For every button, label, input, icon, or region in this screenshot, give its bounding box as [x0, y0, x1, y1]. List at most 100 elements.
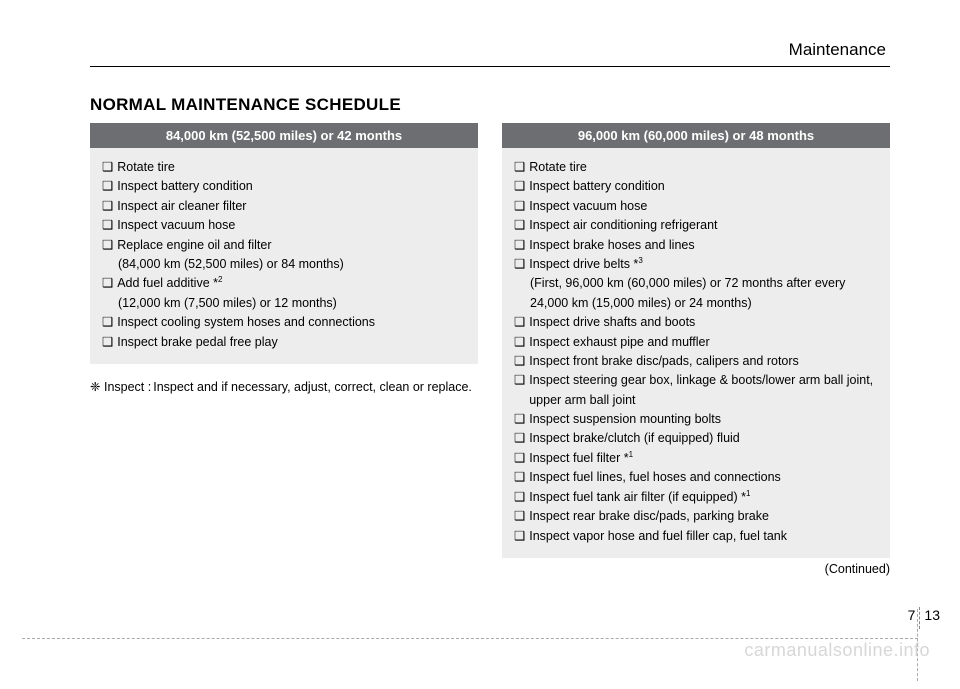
list-item: ❑Inspect front brake disc/pads, calipers… [514, 352, 878, 371]
list-item: ❑Inspect brake pedal free play [102, 333, 466, 352]
note-label: ❈ Inspect : [90, 378, 151, 397]
list-item: ❑Inspect rear brake disc/pads, parking b… [514, 507, 878, 526]
bullet-icon: ❑ [102, 313, 113, 332]
note-desc: Inspect and if necessary, adjust, correc… [151, 378, 478, 397]
chapter-number: 7 [908, 607, 916, 623]
bullet-icon: ❑ [514, 236, 525, 255]
list-item: ❑Inspect brake hoses and lines [514, 236, 878, 255]
list-item-text: Inspect fuel tank air filter (if equippe… [529, 488, 878, 508]
list-item-text: Inspect suspension mounting bolts [529, 410, 878, 429]
page-number: 13 [924, 607, 940, 623]
list-item-text: Rotate tire [117, 158, 466, 177]
list-item-text: Add fuel additive *2 [117, 274, 466, 294]
list-item-text: Inspect front brake disc/pads, calipers … [529, 352, 878, 371]
list-item-sub: (12,000 km (7,500 miles) or 12 months) [102, 294, 466, 313]
bullet-icon: ❑ [514, 371, 525, 410]
inspect-note: ❈ Inspect : Inspect and if necessary, ad… [90, 378, 478, 397]
list-item-text: Inspect battery condition [117, 177, 466, 196]
bullet-icon: ❑ [514, 352, 525, 371]
bullet-icon: ❑ [102, 216, 113, 235]
page-content: Maintenance NORMAL MAINTENANCE SCHEDULE … [0, 0, 960, 576]
list-item-text: Inspect air conditioning refrigerant [529, 216, 878, 235]
footnote-ref: 1 [746, 489, 750, 498]
list-item-text: Inspect air cleaner filter [117, 197, 466, 216]
bullet-icon: ❑ [514, 177, 525, 196]
section-header: Maintenance [90, 40, 890, 60]
left-box-body: ❑Rotate tire❑Inspect battery condition❑I… [90, 148, 478, 364]
bullet-icon: ❑ [102, 177, 113, 196]
list-item-text: Inspect cooling system hoses and connect… [117, 313, 466, 332]
list-item: ❑Rotate tire [514, 158, 878, 177]
bullet-icon: ❑ [514, 410, 525, 429]
list-item: ❑Inspect vapor hose and fuel filler cap,… [514, 527, 878, 546]
list-item-text: Inspect drive belts *3 [529, 255, 878, 275]
page-footer: 7 13 [908, 607, 940, 629]
list-item: ❑Inspect fuel tank air filter (if equipp… [514, 488, 878, 508]
list-item-text: Inspect battery condition [529, 177, 878, 196]
list-item: ❑Inspect suspension mounting bolts [514, 410, 878, 429]
list-item-text: Inspect drive shafts and boots [529, 313, 878, 332]
crop-mark-bottom [22, 638, 918, 639]
left-column: 84,000 km (52,500 miles) or 42 months ❑R… [90, 123, 478, 576]
list-item: ❑Inspect air cleaner filter [102, 197, 466, 216]
columns: 84,000 km (52,500 miles) or 42 months ❑R… [90, 123, 890, 576]
list-item: ❑Inspect brake/clutch (if equipped) flui… [514, 429, 878, 448]
list-item: ❑Inspect battery condition [102, 177, 466, 196]
list-item-text: Replace engine oil and filter [117, 236, 466, 255]
list-item: ❑Replace engine oil and filter [102, 236, 466, 255]
list-item: ❑Inspect exhaust pipe and muffler [514, 333, 878, 352]
list-item-text: Inspect exhaust pipe and muffler [529, 333, 878, 352]
left-box-header: 84,000 km (52,500 miles) or 42 months [90, 123, 478, 148]
page-title: NORMAL MAINTENANCE SCHEDULE [90, 95, 890, 115]
continued-label: (Continued) [502, 562, 890, 576]
bullet-icon: ❑ [102, 236, 113, 255]
bullet-icon: ❑ [514, 429, 525, 448]
bullet-icon: ❑ [102, 274, 113, 294]
bullet-icon: ❑ [514, 313, 525, 332]
list-item: ❑Inspect cooling system hoses and connec… [102, 313, 466, 332]
list-item: ❑Inspect fuel lines, fuel hoses and conn… [514, 468, 878, 487]
bullet-icon: ❑ [102, 197, 113, 216]
list-item-text: Inspect vacuum hose [117, 216, 466, 235]
list-item-sub: (84,000 km (52,500 miles) or 84 months) [102, 255, 466, 274]
list-item-text: Inspect fuel filter *1 [529, 449, 878, 469]
bullet-icon: ❑ [514, 255, 525, 275]
list-item-text: Inspect brake hoses and lines [529, 236, 878, 255]
right-box-body: ❑Rotate tire❑Inspect battery condition❑I… [502, 148, 890, 558]
bullet-icon: ❑ [514, 216, 525, 235]
list-item: ❑Inspect vacuum hose [102, 216, 466, 235]
list-item: ❑Add fuel additive *2 [102, 274, 466, 294]
bullet-icon: ❑ [514, 197, 525, 216]
list-item-text: Inspect vapor hose and fuel filler cap, … [529, 527, 878, 546]
footnote-ref: 2 [218, 275, 222, 284]
list-item-text: Inspect steering gear box, linkage & boo… [529, 371, 878, 410]
header-rule [90, 66, 890, 67]
list-item: ❑Rotate tire [102, 158, 466, 177]
bullet-icon: ❑ [514, 507, 525, 526]
footer-divider [919, 607, 920, 629]
note-symbol: ❈ [90, 380, 100, 394]
watermark: carmanualsonline.info [744, 640, 930, 661]
list-item-text: Rotate tire [529, 158, 878, 177]
list-item-sub: (First, 96,000 km (60,000 miles) or 72 m… [514, 274, 878, 313]
bullet-icon: ❑ [514, 333, 525, 352]
list-item: ❑Inspect drive shafts and boots [514, 313, 878, 332]
list-item-text: Inspect brake pedal free play [117, 333, 466, 352]
bullet-icon: ❑ [514, 449, 525, 469]
list-item: ❑Inspect steering gear box, linkage & bo… [514, 371, 878, 410]
list-item-text: Inspect vacuum hose [529, 197, 878, 216]
right-box-header: 96,000 km (60,000 miles) or 48 months [502, 123, 890, 148]
list-item-text: Inspect brake/clutch (if equipped) fluid [529, 429, 878, 448]
list-item: ❑Inspect drive belts *3 [514, 255, 878, 275]
bullet-icon: ❑ [102, 333, 113, 352]
list-item: ❑Inspect fuel filter *1 [514, 449, 878, 469]
list-item: ❑Inspect air conditioning refrigerant [514, 216, 878, 235]
list-item-text: Inspect fuel lines, fuel hoses and conne… [529, 468, 878, 487]
footnote-ref: 3 [638, 256, 642, 265]
list-item: ❑Inspect battery condition [514, 177, 878, 196]
right-column: 96,000 km (60,000 miles) or 48 months ❑R… [502, 123, 890, 576]
list-item-text: Inspect rear brake disc/pads, parking br… [529, 507, 878, 526]
note-label-text: Inspect : [104, 380, 151, 394]
bullet-icon: ❑ [514, 488, 525, 508]
bullet-icon: ❑ [514, 158, 525, 177]
